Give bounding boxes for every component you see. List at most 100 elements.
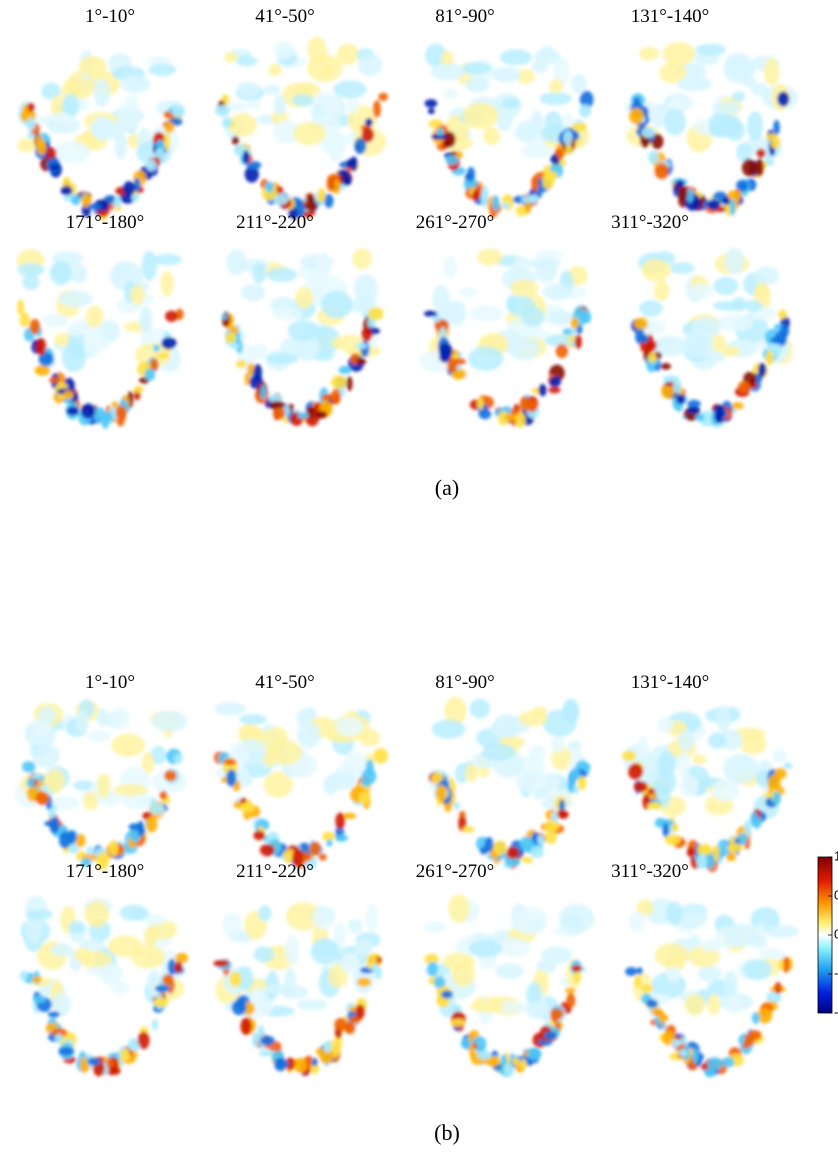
heatmap-blob [309,841,321,856]
heatmap-blob [333,179,341,194]
heatmap-blob [253,830,266,841]
heatmap-blob [533,48,561,65]
panel-label: (a) [435,475,459,500]
heatmap-blob [566,993,576,1008]
heatmap-blob [239,714,268,725]
heatmap-blob [574,334,582,349]
heatmap-blob [524,201,532,214]
heatmap-blob [335,717,364,737]
heatmap-blob [556,147,564,160]
heatmap-blob [80,857,92,867]
heatmap-blob [24,913,43,944]
heatmap-blob [704,1068,716,1078]
heatmap-blob [173,754,184,764]
heatmap-blob [708,111,734,139]
heatmap-blob [723,970,738,996]
heatmap-blob [125,94,139,108]
heatmap-blob [455,151,463,159]
heatmap-blob [718,313,754,332]
heatmap-blob [779,324,790,338]
heatmap-blob [707,199,721,211]
heatmap-blob [741,158,756,177]
panel-title: 311°-320° [611,212,689,233]
heatmap-blob [576,324,583,335]
heatmap-blob [765,349,774,366]
heatmap-blob [327,132,345,162]
heatmap-blob [378,92,389,102]
heatmap-blob [544,830,557,844]
heatmap-blob [657,750,676,779]
heatmap-blob [163,132,171,151]
heatmap-blob [462,826,475,833]
panel-title: 1°-10° [85,672,135,693]
heatmap-blob [151,710,188,732]
heatmap-blob [240,284,266,302]
heatmap-blob [226,769,237,787]
heatmap-blob [61,342,86,373]
heatmap-blob [653,280,670,301]
heatmap-blob [361,327,373,342]
heatmap-blob [453,801,460,811]
heatmap-blob [96,708,109,727]
heatmap-blob [773,983,783,990]
heatmap-blob [19,312,30,328]
heatmap-blob [312,906,335,930]
heatmap-blob [467,346,504,371]
heatmap-blob [74,270,87,284]
heatmap-blob [263,983,299,996]
heatmap-blob [461,61,492,75]
heatmap-blob [106,1058,115,1068]
heatmap-blob [431,133,448,140]
heatmap-blob [165,310,178,322]
heatmap-blob [726,853,737,862]
panel-title: 171°-180° [66,212,145,233]
heatmap-blob [676,394,686,405]
heatmap-blob [676,77,713,92]
heatmap-blob [536,960,554,972]
heatmap-blob [356,977,372,987]
heatmap-blob [662,41,696,66]
heatmap-blob [17,138,36,153]
heatmap-blob [697,965,722,982]
heatmap-blob [723,753,759,784]
heatmap-blob [504,413,517,421]
heatmap-blob [266,267,298,283]
heatmap-blob [665,901,683,926]
heatmap-blob [354,939,374,956]
heatmap-blob [708,334,727,352]
heatmap-blob [50,943,73,957]
heatmap-blob [492,195,500,212]
heatmap-blob [686,188,694,203]
heatmap-blob [321,393,336,401]
heatmap-blob [97,963,124,982]
heatmap-blob [654,943,689,968]
heatmap-blob [272,120,301,144]
heatmap-blob [713,276,739,296]
heatmap-blob [78,55,107,77]
heatmap-blob [259,843,275,857]
heatmap-blob [223,52,239,63]
heatmap-blob [439,351,451,363]
heatmap-blob [66,406,79,416]
heatmap-blob [73,780,96,791]
panel-title: 81°-90° [435,672,495,693]
heatmap-blob [686,847,696,858]
panel-title: 131°-140° [631,6,710,27]
heatmap-blob [235,359,247,368]
heatmap-blob [345,158,357,169]
heatmap-blob [71,194,81,206]
heatmap-blob [777,958,784,971]
heatmap-blob [144,368,156,381]
heatmap-blob [145,159,157,172]
heatmap-blob [80,404,95,419]
heatmap-blob [535,249,564,261]
heatmap-blob [444,696,467,726]
heatmap-blob [483,126,501,146]
heatmap-blob [317,187,326,201]
heatmap-blob [695,43,727,56]
heatmap-blob [143,914,168,926]
heatmap-blob [138,309,153,332]
heatmap-blob [46,768,65,794]
heatmap-blob [770,336,786,345]
heatmap-blob [50,796,80,810]
